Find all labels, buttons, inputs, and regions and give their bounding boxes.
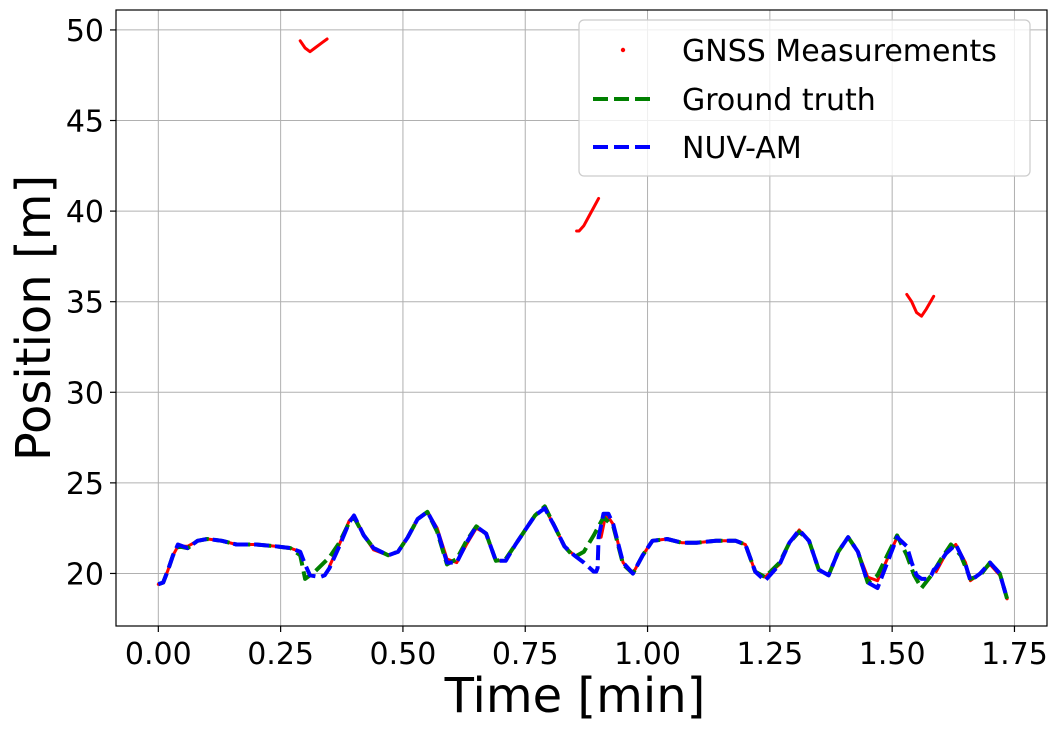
legend-label-ground-truth: Ground truth — [682, 83, 876, 118]
legend-frame — [578, 19, 1031, 177]
x-tick-label: 1.00 — [614, 637, 681, 672]
x-tick-label: 1.75 — [981, 637, 1048, 672]
y-tick-label: 35 — [66, 286, 104, 321]
y-tick-label: 20 — [66, 557, 104, 592]
legend-marker-gnss — [620, 47, 626, 53]
x-tick-label: 1.50 — [859, 637, 926, 672]
y-tick-label: 25 — [66, 467, 104, 502]
y-axis-label: Position [m] — [6, 175, 62, 461]
x-tick-label: 0.25 — [247, 637, 314, 672]
tick-labels: 0.00 0.25 0.50 0.75 1.00 1.25 1.50 1.75 20 25 30 35… — [66, 14, 1048, 672]
legend: GNSS Measurements Ground truth NUV-AM — [578, 19, 1031, 177]
nuv-am-line — [157, 506, 1010, 600]
x-tick-label: 0.50 — [370, 637, 437, 672]
ticks — [110, 29, 1016, 632]
gnss-measurement-trace — [298, 37, 329, 54]
x-tick-label: 0.75 — [492, 637, 559, 672]
gnss-measurement-trace — [575, 196, 601, 233]
y-tick-label: 30 — [66, 376, 104, 411]
x-tick-label: 1.25 — [736, 637, 803, 672]
legend-label-nuv-am: NUV-AM — [682, 131, 802, 166]
series-layer — [156, 37, 1010, 601]
x-tick-label: 0.00 — [125, 637, 192, 672]
plot-frame — [115, 9, 1048, 627]
ground-truth-line — [157, 504, 1010, 600]
y-tick-label: 45 — [66, 105, 104, 140]
y-tick-label: 40 — [66, 195, 104, 230]
gnss-measurement-trace — [905, 292, 936, 318]
y-tick-label: 50 — [66, 14, 104, 49]
x-axis-label: Time [min] — [444, 668, 706, 724]
legend-label-gnss: GNSS Measurements — [682, 34, 997, 69]
